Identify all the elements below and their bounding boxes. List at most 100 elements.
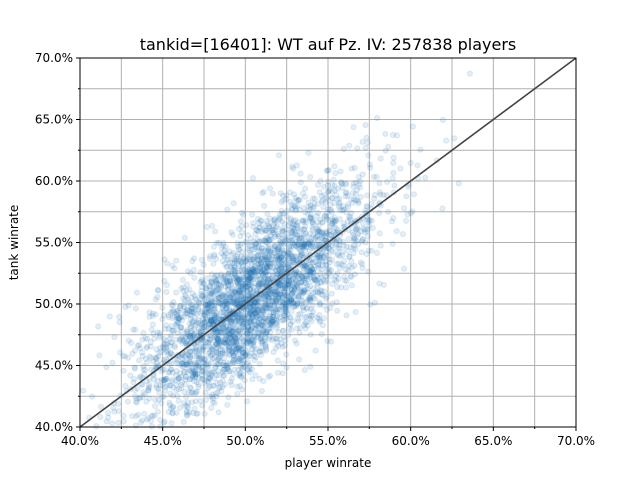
scatter-point [340, 223, 347, 230]
scatter-point [246, 304, 253, 311]
scatter-point [235, 287, 242, 294]
scatter-point [265, 241, 272, 248]
scatter-point [259, 190, 266, 197]
scatter-point [239, 240, 246, 247]
scatter-point [336, 265, 343, 272]
scatter-point [246, 269, 253, 276]
scatter-point [301, 261, 308, 268]
scatter-point [382, 147, 389, 154]
scatter-point [294, 283, 301, 290]
scatter-point [345, 236, 352, 243]
scatter-point [185, 352, 192, 359]
scatter-point [283, 237, 290, 244]
scatter-point [239, 284, 246, 291]
scatter-point [249, 266, 256, 273]
scatter-point [227, 294, 234, 301]
scatter-point [271, 260, 279, 267]
scatter-point [207, 352, 214, 359]
scatter-point [348, 165, 355, 172]
scatter-point [237, 241, 244, 248]
scatter-point [218, 326, 225, 333]
scatter-point [232, 289, 239, 296]
scatter-point [234, 240, 241, 247]
scatter-point [221, 381, 228, 388]
scatter-point [162, 326, 169, 333]
scatter-point [210, 317, 217, 324]
scatter-point [144, 343, 151, 350]
scatter-point [160, 344, 167, 352]
scatter-point [368, 217, 375, 224]
scatter-point [216, 281, 223, 288]
scatter-point [150, 358, 157, 365]
scatter-point [240, 290, 247, 297]
scatter-point [326, 227, 333, 234]
scatter-point [273, 288, 280, 295]
scatter-point [256, 330, 263, 337]
scatter-point [266, 185, 274, 192]
scatter-point [304, 297, 311, 304]
scatter-point [341, 273, 348, 280]
scatter-point [260, 328, 267, 335]
scatter-point [275, 305, 282, 312]
scatter-point [190, 371, 197, 378]
scatter-point [298, 288, 305, 295]
scatter-point [228, 298, 235, 305]
scatter-point [241, 311, 248, 318]
scatter-point [295, 197, 302, 204]
scatter-point [195, 317, 202, 324]
scatter-point [321, 254, 328, 261]
scatter-point [260, 378, 267, 385]
scatter-point [244, 310, 251, 317]
scatter-point [244, 323, 251, 330]
scatter-point [279, 370, 286, 377]
scatter-point [263, 304, 270, 311]
scatter-point [389, 175, 396, 182]
scatter-point [228, 318, 235, 325]
scatter-point [265, 294, 272, 301]
scatter-point [244, 330, 251, 337]
scatter-point [111, 408, 118, 415]
scatter-point [204, 304, 211, 312]
scatter-point [258, 321, 265, 328]
scatter-point [283, 303, 290, 310]
scatter-point [188, 304, 195, 311]
scatter-point [314, 314, 321, 321]
scatter-point [234, 279, 241, 286]
scatter-point [346, 142, 353, 149]
scatter-point [296, 196, 303, 203]
scatter-point [235, 283, 242, 290]
scatter-point [297, 279, 305, 286]
scatter-point [284, 298, 291, 305]
scatter-point [310, 221, 317, 228]
scatter-point [296, 206, 303, 213]
scatter-point [249, 256, 256, 263]
scatter-point [309, 240, 316, 247]
scatter-point [105, 414, 112, 421]
scatter-point [309, 226, 316, 233]
scatter-point [315, 200, 322, 207]
scatter-point [262, 331, 269, 338]
scatter-point [248, 269, 255, 276]
scatter-point [311, 236, 318, 243]
scatter-point [171, 342, 178, 349]
scatter-point [205, 305, 212, 312]
scatter-point [277, 269, 284, 277]
scatter-point [207, 318, 215, 325]
scatter-point [211, 365, 218, 372]
scatter-point [225, 339, 232, 346]
scatter-point [315, 289, 322, 296]
scatter-point [358, 228, 365, 235]
scatter-point [211, 302, 218, 309]
scatter-point [354, 145, 361, 152]
scatter-point [227, 325, 234, 332]
scatter-point [133, 395, 140, 402]
scatter-point [149, 310, 157, 317]
scatter-point [288, 263, 295, 270]
scatter-point [345, 262, 353, 270]
scatter-point [266, 215, 274, 222]
scatter-point [306, 312, 313, 319]
scatter-point [215, 342, 222, 349]
scatter-point [294, 273, 301, 280]
scatter-point [260, 237, 268, 244]
scatter-point [301, 226, 308, 233]
